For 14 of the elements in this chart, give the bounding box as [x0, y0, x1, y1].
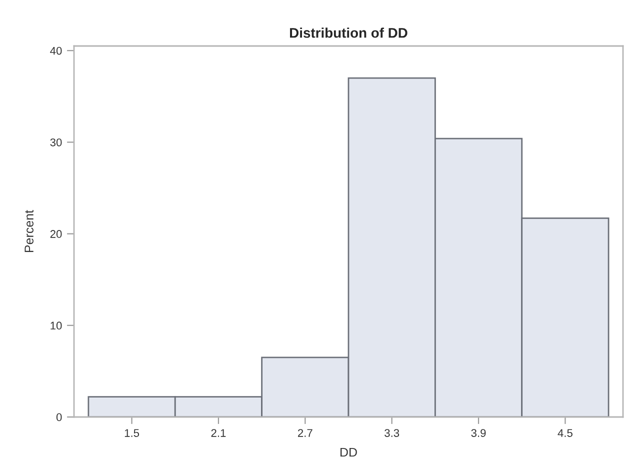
- x-tick-label: 4.5: [558, 429, 572, 437]
- x-tick-label: 2.1: [211, 429, 226, 437]
- x-tick-label: 2.7: [298, 429, 312, 437]
- x-axis-title: DD: [340, 448, 357, 457]
- y-tick-label: 10: [50, 322, 62, 330]
- y-axis-title: Percent: [24, 210, 34, 252]
- y-tick-label: 0: [56, 413, 62, 422]
- x-tick-label: 3.9: [471, 429, 486, 437]
- x-tick-label: 1.5: [124, 429, 140, 437]
- x-tick-label: 3.3: [384, 429, 400, 437]
- y-tick-label: 30: [50, 138, 62, 146]
- chart-title: Distribution of DD: [290, 28, 408, 38]
- y-tick-label: 20: [50, 230, 62, 238]
- y-tick-label: 40: [50, 46, 62, 55]
